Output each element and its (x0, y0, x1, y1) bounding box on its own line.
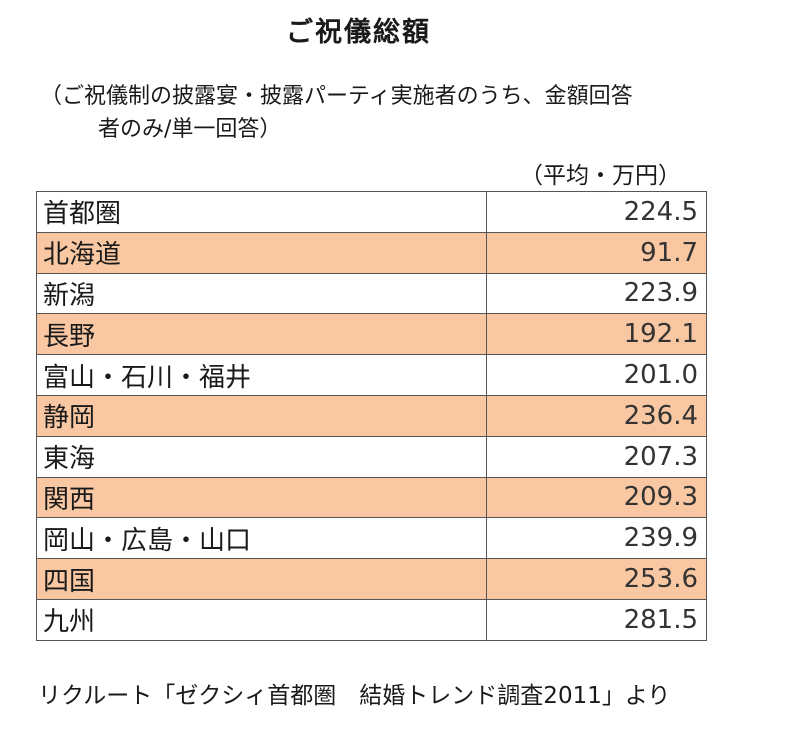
amount-cell: 236.4 (486, 394, 707, 437)
region-cell: 九州 (36, 598, 487, 641)
amount-cell: 91.7 (486, 231, 707, 274)
table-row: 岡山・広島・山口 239.9 (36, 517, 707, 560)
region-cell: 北海道 (36, 231, 487, 274)
subtitle: （ご祝儀制の披露宴・披露パーティ実施者のうち、金額回答 者のみ/単一回答） (40, 80, 720, 146)
table-row: 新潟 223.9 (36, 272, 707, 315)
region-cell: 四国 (36, 558, 487, 600)
table-row: 九州 281.5 (36, 598, 707, 641)
subtitle-line-2: 者のみ/単一回答） (98, 117, 282, 142)
region-cell: 静岡 (36, 394, 487, 437)
source-note: リクルート「ゼクシィ首都圏 結婚トレンド調査2011」より (38, 683, 671, 709)
amount-cell: 239.9 (486, 517, 707, 560)
region-cell: 岡山・広島・山口 (36, 517, 487, 560)
table-row: 長野 192.1 (36, 313, 707, 356)
amount-cell: 201.0 (486, 354, 707, 396)
region-cell: 東海 (36, 435, 487, 478)
page-title: ご祝儀総額 (286, 17, 431, 48)
amount-cell: 224.5 (486, 191, 707, 233)
table-row: 東海 207.3 (36, 435, 707, 478)
table-row: 富山・石川・福井 201.0 (36, 354, 707, 396)
unit-label: （平均・万円） (520, 163, 681, 189)
region-cell: 富山・石川・福井 (36, 354, 487, 396)
table-row: 首都圏 224.5 (36, 191, 707, 233)
amount-cell: 223.9 (486, 272, 707, 315)
region-cell: 長野 (36, 313, 487, 356)
amount-cell: 192.1 (486, 313, 707, 356)
region-cell: 首都圏 (36, 191, 487, 233)
table-row: 北海道 91.7 (36, 231, 707, 274)
amount-cell: 209.3 (486, 476, 707, 519)
gift-amount-table: 首都圏 224.5 北海道 91.7 新潟 223.9 長野 192.1 富山・… (36, 191, 707, 641)
amount-cell: 281.5 (486, 598, 707, 641)
table-row: 静岡 236.4 (36, 394, 707, 437)
subtitle-line-1: （ご祝儀制の披露宴・披露パーティ実施者のうち、金額回答 (40, 84, 633, 109)
table-row: 関西 209.3 (36, 476, 707, 519)
region-cell: 関西 (36, 476, 487, 519)
region-cell: 新潟 (36, 272, 487, 315)
amount-cell: 207.3 (486, 435, 707, 478)
amount-cell: 253.6 (486, 558, 707, 600)
table-row: 四国 253.6 (36, 558, 707, 600)
